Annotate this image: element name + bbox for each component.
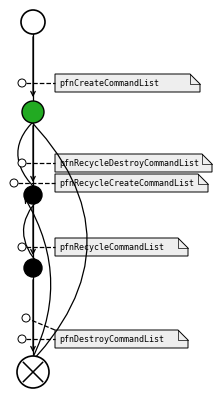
Circle shape xyxy=(24,186,42,204)
Circle shape xyxy=(18,335,26,343)
Text: pfnCreateCommandList: pfnCreateCommandList xyxy=(59,79,159,88)
Polygon shape xyxy=(55,74,200,92)
Circle shape xyxy=(10,179,18,187)
Text: pfnRecycleCommandList: pfnRecycleCommandList xyxy=(59,243,164,252)
Polygon shape xyxy=(55,330,188,348)
Text: pfnRecycleDestroyCommandList: pfnRecycleDestroyCommandList xyxy=(59,159,199,168)
Circle shape xyxy=(18,79,26,87)
Text: pfnRecycleCreateCommandList: pfnRecycleCreateCommandList xyxy=(59,178,194,187)
Circle shape xyxy=(21,10,45,34)
Polygon shape xyxy=(55,238,188,256)
Text: pfnDestroyCommandList: pfnDestroyCommandList xyxy=(59,335,164,344)
Circle shape xyxy=(18,243,26,251)
Circle shape xyxy=(22,314,30,322)
Polygon shape xyxy=(55,154,212,172)
Circle shape xyxy=(24,259,42,277)
Circle shape xyxy=(18,159,26,167)
Polygon shape xyxy=(55,174,208,192)
Circle shape xyxy=(17,356,49,388)
Circle shape xyxy=(22,101,44,123)
